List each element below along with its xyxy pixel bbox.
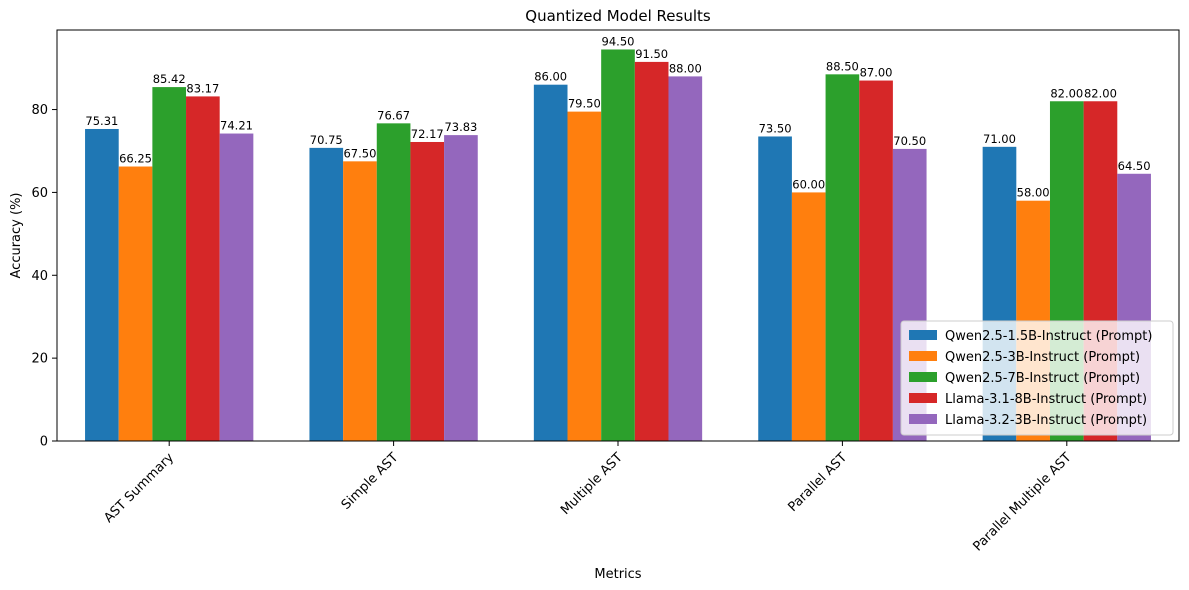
- data-label: 73.50: [759, 121, 792, 135]
- bar: [343, 161, 377, 441]
- bar: [791, 192, 826, 441]
- bar: [567, 111, 602, 441]
- bar: [152, 87, 187, 442]
- data-label: 64.50: [1118, 159, 1151, 173]
- legend: Qwen2.5-1.5B-Instruct (Prompt) Qwen2.5-3B…: [900, 320, 1174, 436]
- bar: [825, 74, 860, 441]
- data-label: 67.50: [343, 146, 376, 160]
- data-label: 88.50: [826, 59, 859, 73]
- legend-swatch: [909, 414, 937, 424]
- data-labels-group: 75.31 70.75 86.00 73.50 71.00 66.25 67.50 79.50…: [85, 34, 1150, 199]
- x-tick-label: Multiple AST: [558, 450, 626, 518]
- legend-swatch: [909, 330, 937, 340]
- legend-label: Llama-3.2-3B-Instruct (Prompt): [945, 413, 1147, 428]
- legend-label: Qwen2.5-3B-Instruct (Prompt): [945, 350, 1140, 365]
- bar: [219, 133, 254, 441]
- legend-label: Llama-3.1-8B-Instruct (Prompt): [945, 392, 1147, 407]
- data-label: 72.17: [411, 127, 444, 141]
- legend-box: [900, 320, 1174, 436]
- data-label: 58.00: [1017, 186, 1050, 200]
- bar: [118, 166, 153, 441]
- data-label: 73.83: [444, 120, 477, 134]
- bar: [601, 49, 635, 442]
- data-label: 76.67: [377, 108, 410, 122]
- bar: [186, 96, 220, 442]
- data-label: 71.00: [983, 132, 1016, 146]
- data-label: 75.31: [85, 114, 118, 128]
- y-tick-label: 20: [31, 352, 48, 367]
- data-label: 87.00: [860, 66, 893, 80]
- data-label: 86.00: [534, 70, 567, 84]
- bar: [410, 141, 445, 442]
- data-label: 82.00: [1084, 86, 1117, 100]
- legend-swatch: [909, 393, 937, 403]
- y-tick-label: 60: [31, 186, 48, 201]
- data-label: 79.50: [568, 97, 601, 111]
- data-label: 94.50: [602, 34, 635, 48]
- chart-title: Quantized Model Results: [525, 7, 711, 25]
- bar: [859, 80, 893, 441]
- x-tick-label: Parallel AST: [785, 450, 850, 515]
- bar: [758, 136, 792, 442]
- bar: [533, 84, 568, 441]
- x-tick-label: Parallel Multiple AST: [970, 450, 1074, 554]
- y-tick-label: 40: [31, 269, 48, 284]
- bar: [444, 135, 478, 442]
- bar: [376, 123, 411, 441]
- x-tick-label: Simple AST: [339, 450, 402, 513]
- y-tick-label: 80: [31, 103, 48, 118]
- data-label: 85.42: [153, 72, 186, 86]
- data-label: 88.00: [669, 61, 702, 75]
- data-label: 66.25: [119, 152, 152, 166]
- data-label: 83.17: [186, 81, 219, 95]
- y-tick-label: 0: [40, 435, 48, 450]
- x-axis-label: Metrics: [594, 567, 641, 582]
- x-tick-label: AST Summary: [101, 450, 177, 526]
- bar: [85, 128, 119, 441]
- bar: [309, 147, 344, 441]
- y-axis-label: Accuracy (%): [9, 193, 24, 279]
- data-label: 70.75: [310, 133, 343, 147]
- data-label: 82.00: [1050, 86, 1083, 100]
- data-label: 60.00: [792, 177, 825, 191]
- legend-label: Qwen2.5-1.5B-Instruct (Prompt): [945, 329, 1152, 344]
- data-label: 70.50: [893, 134, 926, 148]
- legend-swatch: [909, 372, 937, 382]
- data-label: 91.50: [635, 47, 668, 61]
- bar: [668, 76, 703, 441]
- bar: [634, 61, 669, 441]
- legend-swatch: [909, 351, 937, 361]
- legend-label: Qwen2.5-7B-Instruct (Prompt): [945, 371, 1140, 386]
- data-label: 74.21: [220, 119, 253, 133]
